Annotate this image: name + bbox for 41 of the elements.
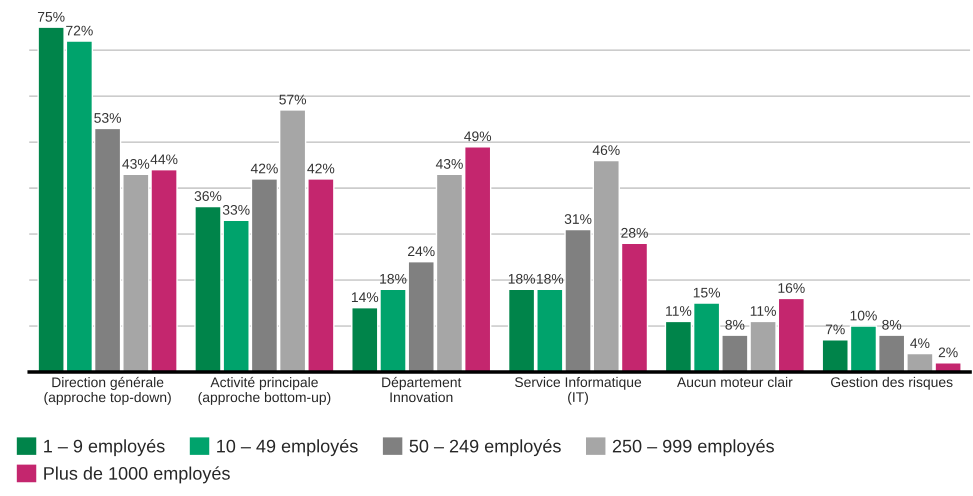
x-tick-label: Direction générale (approche top-down)	[44, 376, 171, 405]
data-label: 18%	[380, 274, 406, 284]
x-tick-label: Aucun moteur clair	[676, 376, 793, 388]
data-label: 11%	[666, 306, 692, 316]
data-label: 15%	[694, 288, 720, 298]
data-label: 36%	[194, 191, 222, 201]
data-label: 18%	[536, 274, 564, 284]
data-label: 44%	[150, 154, 178, 164]
data-label: 4%	[910, 338, 930, 348]
data-label: 57%	[279, 94, 306, 104]
x-tick-label: Gestion des risques	[831, 376, 953, 390]
data-label: 2%	[938, 347, 958, 358]
data-label: 16%	[778, 283, 805, 293]
legend-label: Plus de 1000 employés	[44, 466, 230, 484]
legend-label: 1 – 9 employés	[44, 439, 165, 456]
x-tick-label: Activité principale (approche bottom-up)	[198, 376, 330, 405]
legend-label: 50 – 249 employés	[410, 439, 561, 456]
data-label: 42%	[250, 164, 278, 174]
x-tick-label: Département Innovation	[382, 376, 462, 402]
data-label: 10%	[850, 310, 877, 321]
data-label: 7%	[826, 324, 845, 334]
data-label: 72%	[66, 26, 93, 36]
data-label: 53%	[94, 113, 122, 123]
data-label: 43%	[436, 158, 463, 169]
data-label: 33%	[222, 204, 250, 215]
data-label: 18%	[508, 274, 535, 284]
data-label: 42%	[307, 164, 334, 174]
legend-label: 250 – 999 employés	[612, 439, 774, 456]
data-label: 75%	[38, 12, 65, 22]
data-label: 49%	[464, 131, 492, 142]
data-label: 28%	[621, 228, 648, 238]
data-label: 14%	[352, 292, 378, 302]
data-label: 8%	[725, 320, 744, 330]
data-label: 11%	[750, 306, 776, 316]
data-label: 8%	[882, 320, 902, 330]
data-label: 46%	[592, 145, 620, 156]
data-label: 24%	[408, 246, 435, 256]
data-label: 43%	[122, 158, 150, 169]
legend-label: 10 – 49 employés	[217, 439, 358, 456]
data-label: 31%	[564, 214, 592, 224]
x-tick-label: Service Informatique (IT)	[514, 376, 642, 405]
